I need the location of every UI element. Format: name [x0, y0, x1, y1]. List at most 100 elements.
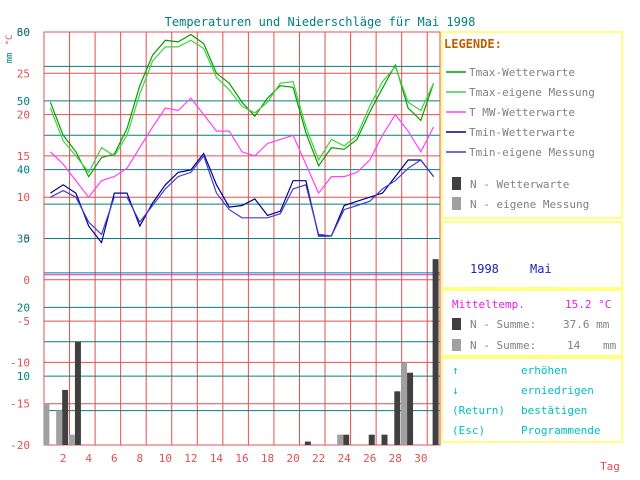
x-tick-label: 28 — [389, 452, 402, 465]
series-line — [49, 39, 435, 174]
precip-bar — [56, 410, 63, 445]
precip-bar — [337, 434, 344, 445]
precip-bar — [381, 434, 388, 445]
x-tick-label: 2 — [60, 452, 67, 465]
month-label: Mai — [530, 262, 552, 276]
temperature-lines — [49, 33, 435, 244]
x-tick-label: 8 — [136, 452, 143, 465]
control-key: ↑ — [452, 364, 459, 377]
x-tick-label: 18 — [261, 452, 274, 465]
precip-tick-label: 20 — [17, 301, 30, 314]
temp-tick-label: 25 — [17, 67, 30, 80]
x-tick-label: 10 — [159, 452, 172, 465]
precip-bar — [394, 391, 401, 445]
stats-panel-frame — [441, 289, 623, 357]
x-tick-label: 12 — [184, 452, 197, 465]
control-key: (Return) — [452, 404, 505, 417]
temp-tick-label: -10 — [10, 356, 30, 369]
legend-label: N - eigene Messung — [470, 198, 589, 211]
legend-label: Tmax-Wetterwarte — [469, 66, 575, 79]
x-tick-label: 30 — [414, 452, 427, 465]
temp-tick-label: 5 — [23, 233, 30, 246]
control-key: (Esc) — [452, 424, 485, 437]
legend-frame — [441, 31, 623, 219]
grid — [43, 31, 441, 446]
month-panel: 1998 Mai — [441, 221, 623, 289]
precipitation-bars — [43, 259, 439, 445]
chart-title: Temperaturen und Niederschläge für Mai 1… — [165, 15, 476, 29]
temp-tick-label: 0 — [23, 274, 30, 287]
precip-bar — [432, 259, 439, 445]
temp-tick-label: 15 — [17, 150, 30, 163]
x-tick-label: 24 — [338, 452, 352, 465]
legend-label: Tmin-Wetterwarte — [469, 126, 575, 139]
control-label: erhöhen — [521, 364, 567, 377]
precip-bar — [368, 434, 375, 445]
legend: LEGENDE: Tmax-Wetterwarte Tmax-eigene Mes… — [441, 31, 623, 219]
series-line — [50, 154, 435, 237]
control-key: ↓ — [452, 384, 459, 397]
precip-tick-label: 30 — [17, 233, 30, 246]
temp-tick-label: -15 — [10, 398, 30, 411]
mitteltemp-value: 15.2 °C — [565, 298, 611, 311]
plot-frame — [43, 31, 441, 446]
legend-label: T MW-Wetterwarte — [469, 106, 575, 119]
legend-title: LEGENDE: — [444, 37, 502, 51]
precip-sum1-value: 37.6 mm — [563, 318, 610, 331]
precip-bar — [74, 341, 81, 445]
series-line — [49, 97, 435, 199]
temp-tick-label: 10 — [17, 191, 30, 204]
precip-sum2-label: N - Summe: — [470, 339, 536, 352]
x-tick-label: 20 — [286, 452, 299, 465]
precip-bar — [401, 362, 408, 445]
precip-tick-label: 10 — [17, 370, 30, 383]
precip-bar — [343, 434, 350, 445]
legend-bar-swatch — [452, 197, 461, 210]
x-tick-label: 26 — [363, 452, 376, 465]
temp-tick-label: 20 — [17, 109, 30, 122]
precip-tick-label: 50 — [17, 95, 30, 108]
controls-items: ↑ erhöhen ↓ erniedrigen (Return) bestätigen (E… — [452, 364, 600, 437]
precip-sum2-value: 14 — [567, 339, 581, 352]
x-tick-label: 6 — [111, 452, 118, 465]
precip-bar — [68, 434, 75, 445]
control-label: erniedrigen — [521, 384, 594, 397]
x-tick-label: 4 — [85, 452, 92, 465]
precip-own-swatch — [452, 339, 461, 351]
control-label: Programmende — [521, 424, 600, 437]
temp-tick-label: 30 — [17, 26, 30, 39]
series-line — [49, 33, 435, 178]
controls-panel-frame — [441, 357, 623, 443]
precip-bar — [62, 389, 69, 445]
precip-sum1-label: N - Summe: — [470, 318, 536, 331]
controls-panel: ↑ erhöhen ↓ erniedrigen (Return) bestätigen (E… — [441, 357, 623, 443]
mitteltemp-label: Mitteltemp. — [452, 298, 525, 311]
x-tick-label: 22 — [312, 452, 325, 465]
precip-sum2-unit: mm — [603, 339, 617, 352]
precip-unit-label: mm — [5, 53, 15, 64]
legend-label: Tmin-eigene Messung — [469, 146, 595, 159]
legend-label: Tmax-eigene Messung — [469, 86, 595, 99]
precip-bar — [43, 403, 50, 445]
temp-unit-label: °C — [5, 35, 15, 46]
precip-bar — [304, 441, 311, 445]
temp-tick-label: -5 — [17, 315, 30, 328]
month-panel-frame — [441, 221, 623, 289]
control-label: bestätigen — [521, 404, 587, 417]
precip-bar — [407, 372, 414, 445]
legend-bar-swatch — [452, 177, 461, 190]
stats-panel: Mitteltemp. 15.2 °C N - Summe: 37.6 mm N… — [441, 289, 623, 357]
x-axis-label: Tag — [600, 460, 620, 473]
temp-tick-label: -20 — [10, 439, 30, 452]
x-tick-label: 14 — [210, 452, 224, 465]
legend-label: N - Wetterwarte — [470, 178, 569, 191]
precip-tick-label: 60 — [17, 26, 30, 39]
precip-tick-label: 40 — [17, 164, 30, 177]
legend-items: Tmax-Wetterwarte Tmax-eigene Messung T MW-… — [446, 66, 595, 211]
series-line — [50, 152, 435, 244]
x-tick-label: 16 — [235, 452, 248, 465]
precip-station-swatch — [452, 318, 461, 330]
year-label: 1998 — [470, 262, 499, 276]
